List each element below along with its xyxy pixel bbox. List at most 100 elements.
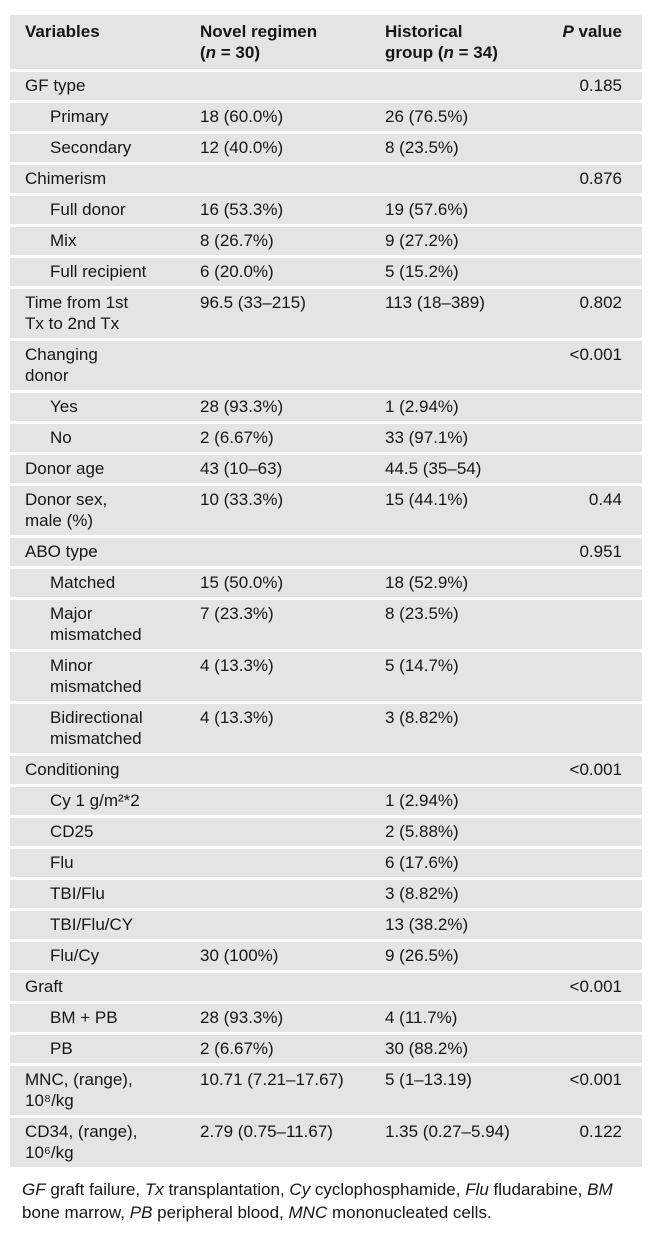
historical-group-value-cell <box>385 72 545 100</box>
variable-cell: Conditioning <box>10 756 200 784</box>
table-row: GF type 0.185 <box>10 72 642 100</box>
table-row: Primary 18 (60.0%) 26 (76.5%) <box>10 103 642 131</box>
novel-regimen-value-cell <box>200 818 385 846</box>
table-row: Bidirectional mismatched 4 (13.3%) 3 (8.82… <box>10 704 642 753</box>
table-row: Donor age 43 (10–63) 44.5 (35–54) <box>10 455 642 483</box>
historical-group-value-cell: 13 (38.2%) <box>385 911 545 939</box>
table-row: Time from 1st Tx to 2nd Tx 96.5 (33–215) 1… <box>10 289 642 338</box>
variable-cell: TBI/Flu/CY <box>10 911 200 939</box>
table-row: CD25 2 (5.88%) <box>10 818 642 846</box>
table-row: Secondary 12 (40.0%) 8 (23.5%) <box>10 134 642 162</box>
variable-cell: MNC, (range), 10⁸/kg <box>10 1066 200 1115</box>
p-value-cell <box>545 1035 642 1063</box>
novel-regimen-value-cell: 7 (23.3%) <box>200 600 385 649</box>
p-value-cell: 0.802 <box>545 289 642 338</box>
variable-cell: Changing donor <box>10 341 200 390</box>
novel-regimen-value-cell: 10.71 (7.21–17.67) <box>200 1066 385 1115</box>
variable-cell: Full donor <box>10 196 200 224</box>
p-value-cell <box>545 880 642 908</box>
table-row: TBI/Flu 3 (8.82%) <box>10 880 642 908</box>
table-footnote: GF graft failure, Tx transplantation, Cy… <box>22 1180 613 1222</box>
comparison-table: Variables Novel regimen (n = 30) Historic… <box>10 12 642 1170</box>
historical-group-value-cell: 9 (26.5%) <box>385 942 545 970</box>
variable-cell: Bidirectional mismatched <box>10 704 200 753</box>
column-header-historical-group: Historical group (n = 34) <box>385 15 545 69</box>
variable-cell: Donor age <box>10 455 200 483</box>
historical-group-value-cell: 9 (27.2%) <box>385 227 545 255</box>
variable-cell: GF type <box>10 72 200 100</box>
variable-cell: Time from 1st Tx to 2nd Tx <box>10 289 200 338</box>
variable-cell: Major mismatched <box>10 600 200 649</box>
novel-regimen-value-cell: 10 (33.3%) <box>200 486 385 535</box>
variable-cell: Flu/Cy <box>10 942 200 970</box>
historical-group-value-cell: 5 (15.2%) <box>385 258 545 286</box>
novel-regimen-value-cell <box>200 787 385 815</box>
variable-cell: BM + PB <box>10 1004 200 1032</box>
historical-group-value-cell: 26 (76.5%) <box>385 103 545 131</box>
p-value-cell <box>545 227 642 255</box>
p-value-cell: 0.951 <box>545 538 642 566</box>
novel-regimen-value-cell: 16 (53.3%) <box>200 196 385 224</box>
column-header-novel-regimen: Novel regimen (n = 30) <box>200 15 385 69</box>
novel-regimen-value-cell: 30 (100%) <box>200 942 385 970</box>
table-row: Conditioning <0.001 <box>10 756 642 784</box>
historical-group-value-cell: 1 (2.94%) <box>385 393 545 421</box>
historical-group-value-cell: 18 (52.9%) <box>385 569 545 597</box>
table-row: Matched 15 (50.0%) 18 (52.9%) <box>10 569 642 597</box>
variable-cell: Donor sex, male (%) <box>10 486 200 535</box>
variable-cell: Full recipient <box>10 258 200 286</box>
table-row: Minor mismatched 4 (13.3%) 5 (14.7%) <box>10 652 642 701</box>
novel-regimen-value-cell <box>200 849 385 877</box>
novel-regimen-value-cell <box>200 72 385 100</box>
variable-cell: CD34, (range), 10⁶/kg <box>10 1118 200 1167</box>
variable-cell: Graft <box>10 973 200 1001</box>
variable-cell: Matched <box>10 569 200 597</box>
table-row: Yes 28 (93.3%) 1 (2.94%) <box>10 393 642 421</box>
historical-group-value-cell: 5 (14.7%) <box>385 652 545 701</box>
p-value-cell <box>545 818 642 846</box>
novel-regimen-value-cell: 28 (93.3%) <box>200 1004 385 1032</box>
novel-regimen-value-cell <box>200 756 385 784</box>
p-value-cell <box>545 424 642 452</box>
p-value-cell <box>545 849 642 877</box>
novel-regimen-value-cell: 2 (6.67%) <box>200 424 385 452</box>
historical-group-value-cell: 1.35 (0.27–5.94) <box>385 1118 545 1167</box>
column-header-p-value: P value <box>545 15 642 69</box>
historical-group-value-cell: 3 (8.82%) <box>385 880 545 908</box>
novel-regimen-value-cell: 18 (60.0%) <box>200 103 385 131</box>
novel-regimen-value-cell <box>200 911 385 939</box>
p-value-cell <box>545 258 642 286</box>
p-value-cell <box>545 393 642 421</box>
table-row: Donor sex, male (%) 10 (33.3%) 15 (44.1%) 0… <box>10 486 642 535</box>
table-row: Flu/Cy 30 (100%) 9 (26.5%) <box>10 942 642 970</box>
novel-regimen-value-cell: 12 (40.0%) <box>200 134 385 162</box>
novel-regimen-value-cell: 2 (6.67%) <box>200 1035 385 1063</box>
historical-group-value-cell: 113 (18–389) <box>385 289 545 338</box>
variable-cell: Yes <box>10 393 200 421</box>
table-row: Cy 1 g/m²*2 1 (2.94%) <box>10 787 642 815</box>
p-value-cell <box>545 600 642 649</box>
historical-group-value-cell: 44.5 (35–54) <box>385 455 545 483</box>
novel-regimen-value-cell <box>200 880 385 908</box>
p-value-cell <box>545 569 642 597</box>
p-value-cell: <0.001 <box>545 1066 642 1115</box>
novel-regimen-value-cell: 28 (93.3%) <box>200 393 385 421</box>
historical-group-value-cell <box>385 538 545 566</box>
novel-regimen-value-cell: 15 (50.0%) <box>200 569 385 597</box>
p-value-cell <box>545 911 642 939</box>
variable-cell: Primary <box>10 103 200 131</box>
table-row: MNC, (range), 10⁸/kg 10.71 (7.21–17.67) 5 … <box>10 1066 642 1115</box>
p-value-cell <box>545 1004 642 1032</box>
novel-regimen-value-cell: 6 (20.0%) <box>200 258 385 286</box>
historical-group-value-cell: 5 (1–13.19) <box>385 1066 545 1115</box>
table-row: Chimerism 0.876 <box>10 165 642 193</box>
novel-regimen-value-cell <box>200 341 385 390</box>
variable-cell: ABO type <box>10 538 200 566</box>
historical-group-value-cell: 4 (11.7%) <box>385 1004 545 1032</box>
p-value-cell <box>545 196 642 224</box>
table-row: CD34, (range), 10⁶/kg 2.79 (0.75–11.67) 1.… <box>10 1118 642 1167</box>
historical-group-value-cell <box>385 756 545 784</box>
p-value-cell <box>545 942 642 970</box>
table-row: TBI/Flu/CY 13 (38.2%) <box>10 911 642 939</box>
variable-cell: CD25 <box>10 818 200 846</box>
